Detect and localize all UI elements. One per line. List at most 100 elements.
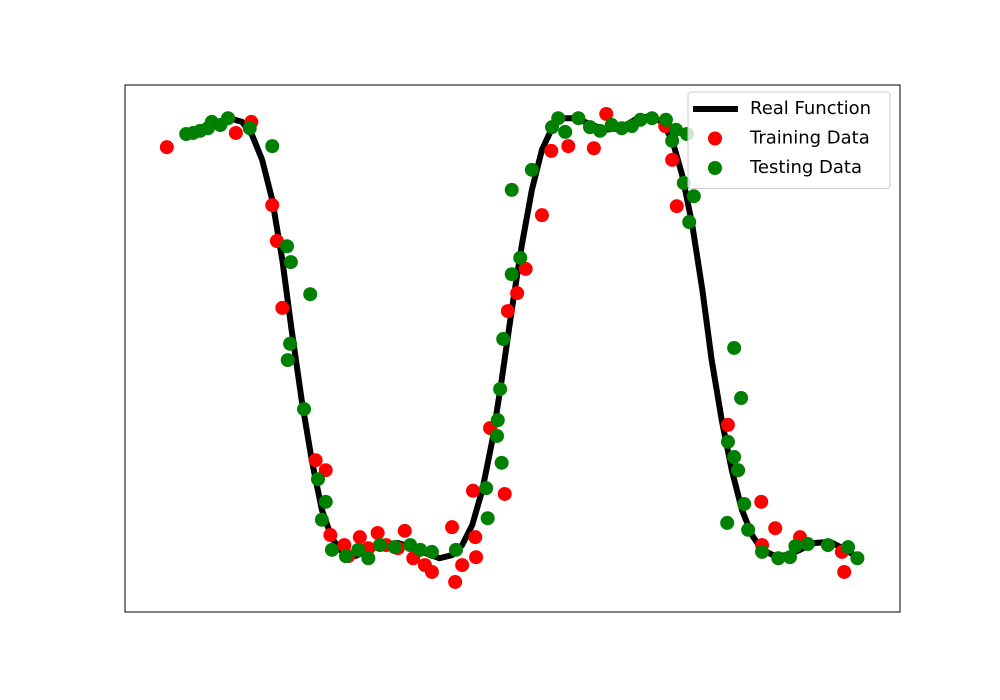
point [490, 413, 505, 428]
point [242, 121, 257, 136]
point [337, 538, 352, 553]
point [413, 542, 428, 557]
point [283, 255, 298, 270]
point [755, 544, 770, 559]
point [504, 182, 519, 197]
point [469, 550, 484, 565]
point [571, 111, 586, 126]
point [283, 336, 298, 351]
point [323, 528, 338, 543]
point [669, 199, 684, 214]
point [448, 542, 463, 557]
point [771, 551, 786, 566]
point [720, 417, 735, 432]
point [372, 538, 387, 553]
point [682, 215, 697, 230]
point [159, 140, 174, 155]
point [558, 124, 573, 139]
point [599, 106, 614, 121]
point [351, 542, 366, 557]
point [513, 250, 528, 265]
point [387, 540, 402, 555]
point [561, 139, 576, 154]
point [551, 111, 566, 126]
point [352, 530, 367, 545]
point [228, 125, 243, 140]
point [338, 549, 353, 564]
point [510, 286, 525, 301]
point [265, 139, 280, 154]
point [275, 300, 290, 315]
point [310, 472, 325, 487]
point [727, 340, 742, 355]
point [455, 558, 470, 573]
point [303, 287, 318, 302]
point [297, 402, 312, 417]
point [518, 261, 533, 276]
point [465, 483, 480, 498]
point [314, 512, 329, 527]
point [737, 496, 752, 511]
point [504, 267, 519, 282]
point [493, 382, 508, 397]
legend-marker [708, 131, 722, 146]
point [490, 428, 504, 443]
point [448, 574, 463, 589]
point [524, 162, 539, 177]
point [265, 198, 280, 213]
legend-label: Training Data [749, 128, 870, 149]
point [397, 523, 412, 538]
legend-label: Real Function [750, 98, 871, 119]
point [279, 239, 294, 254]
point [361, 551, 376, 566]
point [480, 511, 495, 526]
point [741, 522, 756, 537]
point [424, 544, 439, 559]
point [727, 450, 742, 465]
point [645, 111, 659, 126]
point [280, 353, 295, 368]
point [633, 112, 648, 127]
point [850, 551, 865, 566]
point [841, 540, 856, 555]
point [788, 539, 803, 554]
legend-label: Testing Data [749, 157, 862, 178]
point [468, 530, 483, 545]
point [800, 537, 815, 552]
point [497, 486, 512, 501]
point [731, 463, 746, 478]
point [676, 176, 691, 191]
point [720, 515, 735, 530]
point [754, 494, 769, 509]
point [534, 208, 549, 223]
point [768, 521, 783, 536]
point [424, 564, 439, 579]
point [500, 304, 515, 319]
point [445, 520, 460, 535]
plot-frame [124, 84, 901, 613]
point [782, 550, 797, 565]
point [370, 525, 385, 540]
point [720, 434, 735, 449]
point [586, 141, 601, 156]
point [734, 391, 749, 406]
legend-box [687, 91, 891, 189]
point [308, 453, 323, 468]
point [544, 143, 559, 158]
point [658, 112, 673, 127]
point [324, 542, 339, 557]
point [665, 133, 680, 148]
point [496, 332, 511, 347]
point [221, 111, 236, 126]
point [837, 564, 852, 579]
point [686, 189, 701, 204]
point [318, 494, 333, 509]
point [479, 481, 494, 496]
point [494, 455, 509, 470]
point [593, 123, 608, 138]
point [665, 152, 680, 167]
legend-marker [708, 161, 722, 175]
point [669, 122, 684, 137]
